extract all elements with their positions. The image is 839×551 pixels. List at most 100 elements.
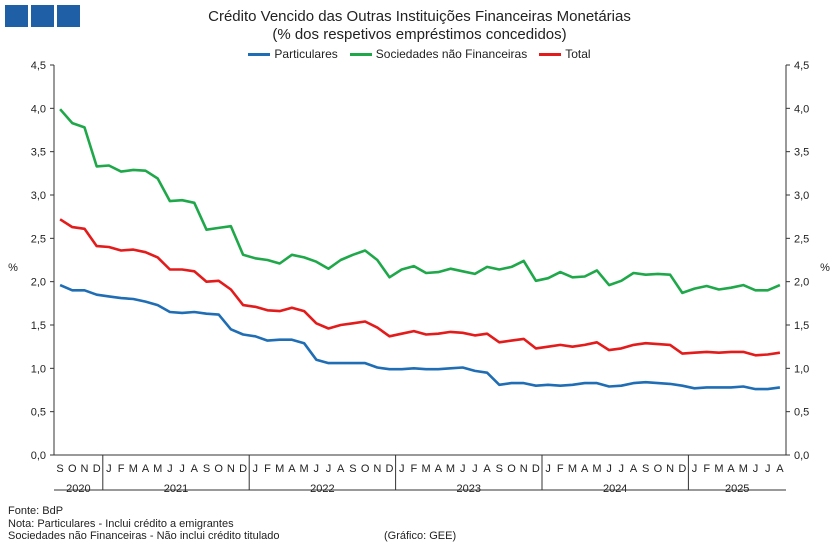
x-month-label: O	[361, 463, 370, 475]
logo-square-1	[5, 5, 28, 27]
x-year-label: 2024	[603, 483, 627, 495]
y-tick-label-left: 3,0	[31, 190, 46, 202]
x-month-label: J	[692, 463, 698, 475]
x-month-label: O	[654, 463, 663, 475]
chart-credit: (Gráfico: GEE)	[384, 530, 457, 542]
x-month-label: A	[776, 463, 784, 475]
x-month-label: N	[666, 463, 674, 475]
series-line-sociedades-n-o-financeiras	[59, 108, 781, 295]
x-month-label: J	[314, 463, 320, 475]
note-sociedades: Sociedades não Financeiras - Não inclui …	[8, 530, 280, 542]
y-tick-label-right: 3,5	[794, 147, 809, 159]
x-month-label: J	[460, 463, 466, 475]
y-tick-label-left: 0,0	[31, 450, 46, 462]
x-month-label: N	[81, 463, 89, 475]
y-tick-label-right: 1,0	[794, 363, 809, 375]
y-tick-label-right: 0,5	[794, 407, 809, 419]
x-month-label: O	[68, 463, 77, 475]
x-month-label: D	[386, 463, 394, 475]
x-month-label: J	[106, 463, 112, 475]
x-month-label: D	[239, 463, 247, 475]
x-month-label: D	[532, 463, 540, 475]
chart-subtitle: (% dos respetivos empréstimos concedidos…	[272, 26, 567, 43]
y-tick-label-left: 0,5	[31, 407, 46, 419]
y-tick-label-left: 3,5	[31, 147, 46, 159]
x-year-label: 2023	[457, 483, 481, 495]
y-axis-label-right: %	[820, 262, 830, 274]
x-month-label: J	[765, 463, 771, 475]
x-month-label: M	[422, 463, 431, 475]
chart-legend: Particulares Sociedades não Financeiras …	[0, 47, 839, 61]
source-note: Fonte: BdP	[8, 505, 64, 517]
chart-notes: Fonte: BdP Nota: Particulares - Inclui c…	[8, 505, 280, 543]
x-month-label: N	[520, 463, 528, 475]
y-tick-label-left: 4,5	[31, 60, 46, 72]
x-month-label: F	[557, 463, 564, 475]
x-month-label: A	[630, 463, 638, 475]
x-month-label: F	[118, 463, 125, 475]
x-month-label: N	[373, 463, 381, 475]
x-year-label: 2020	[66, 483, 90, 495]
y-tick-label-right: 1,5	[794, 320, 809, 332]
x-year-label: 2025	[725, 483, 749, 495]
legend-swatch-particulares	[248, 52, 271, 56]
legend-item-sociedades: Sociedades não Financeiras	[349, 47, 528, 61]
x-month-label: M	[153, 463, 162, 475]
gee-logo	[5, 5, 80, 27]
y-tick-label-right: 2,5	[794, 233, 809, 245]
y-tick-label-left: 2,0	[31, 277, 46, 289]
x-month-label: F	[411, 463, 418, 475]
x-month-label: J	[399, 463, 405, 475]
x-year-label: 2022	[310, 483, 334, 495]
x-month-label: J	[753, 463, 759, 475]
x-month-label: M	[568, 463, 577, 475]
series-line-particulares	[59, 283, 781, 391]
x-month-label: J	[326, 463, 332, 475]
x-month-label: F	[703, 463, 710, 475]
y-tick-label-right: 2,0	[794, 277, 809, 289]
x-month-label: S	[56, 463, 63, 475]
legend-label-particulares: Particulares	[274, 47, 338, 61]
x-month-label: J	[606, 463, 612, 475]
x-month-label: A	[435, 463, 443, 475]
x-month-label: J	[253, 463, 259, 475]
y-tick-label-right: 4,0	[794, 103, 809, 115]
y-tick-label-right: 0,0	[794, 450, 809, 462]
x-month-label: A	[727, 463, 735, 475]
legend-item-total: Total	[539, 47, 591, 61]
x-month-label: M	[275, 463, 284, 475]
x-month-label: N	[227, 463, 235, 475]
x-month-label: M	[739, 463, 748, 475]
x-month-label: J	[619, 463, 625, 475]
y-tick-label-left: 4,0	[31, 103, 46, 115]
x-month-label: A	[288, 463, 296, 475]
chart-title: Crédito Vencido das Outras Instituições …	[208, 8, 631, 25]
x-month-label: S	[496, 463, 503, 475]
x-month-label: M	[446, 463, 455, 475]
x-month-label: M	[300, 463, 309, 475]
x-month-label: O	[507, 463, 516, 475]
y-tick-label-left: 1,5	[31, 320, 46, 332]
legend-label-sociedades: Sociedades não Financeiras	[375, 47, 528, 61]
logo-square-3	[57, 5, 80, 27]
x-month-label: S	[349, 463, 356, 475]
x-month-label: O	[214, 463, 223, 475]
y-axis-label-left: %	[8, 262, 18, 274]
x-month-label: A	[191, 463, 199, 475]
x-month-label: S	[203, 463, 210, 475]
legend-swatch-total	[539, 52, 562, 56]
x-month-label: J	[472, 463, 478, 475]
x-month-label: D	[93, 463, 101, 475]
x-month-label: M	[714, 463, 723, 475]
x-month-label: S	[642, 463, 649, 475]
note-particulares: Nota: Particulares - Inclui crédito a em…	[8, 517, 234, 530]
x-month-label: M	[129, 463, 138, 475]
y-tick-label-left: 2,5	[31, 233, 46, 245]
x-month-label: J	[167, 463, 173, 475]
x-month-label: A	[142, 463, 150, 475]
x-month-label: M	[592, 463, 601, 475]
x-month-label: F	[264, 463, 271, 475]
y-tick-label-right: 3,0	[794, 190, 809, 202]
logo-square-2	[31, 5, 54, 27]
